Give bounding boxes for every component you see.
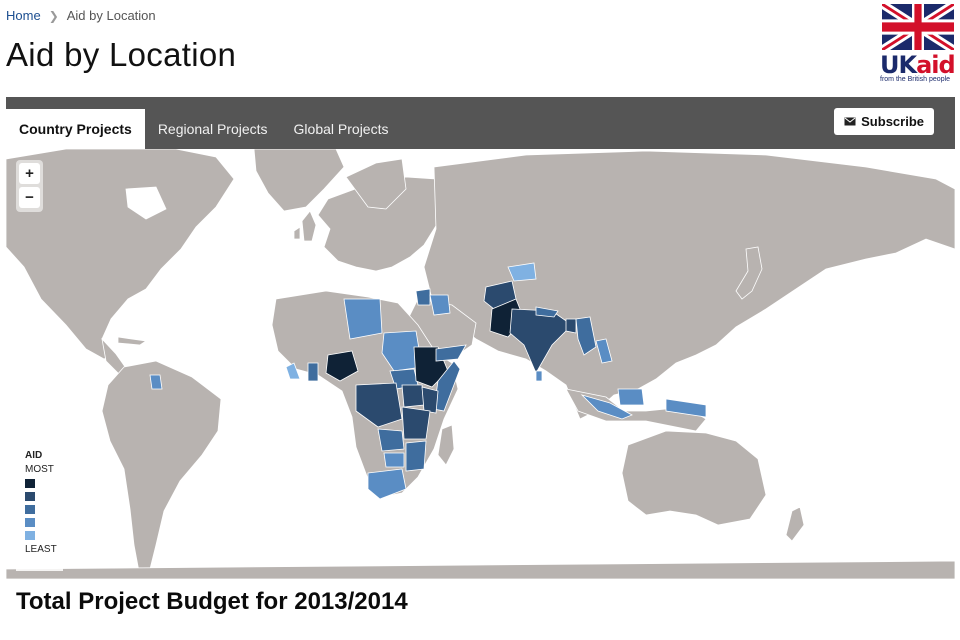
subscribe-button[interactable]: Subscribe	[834, 108, 934, 135]
aid-legend: AID MOST LEAST	[16, 445, 63, 571]
zoom-out-button[interactable]: −	[19, 187, 40, 208]
ukaid-wordmark: UKaid	[880, 53, 956, 77]
aid-world-map[interactable]: + − AID MOST LEAST	[6, 149, 955, 579]
legend-swatch-5	[25, 531, 35, 540]
breadcrumb: Home ❯ Aid by Location	[6, 8, 156, 23]
breadcrumb-home-link[interactable]: Home	[6, 8, 41, 23]
breadcrumb-current: Aid by Location	[66, 8, 156, 23]
land-masses	[6, 149, 955, 579]
union-jack-flag-icon	[882, 4, 954, 50]
ukaid-wordmark-aid: aid	[916, 51, 956, 79]
subscribe-label: Subscribe	[861, 114, 924, 129]
legend-least-label: LEAST	[25, 544, 57, 555]
page-title: Aid by Location	[6, 36, 237, 73]
legend-swatch-4	[25, 518, 35, 527]
legend-swatch-1	[25, 479, 35, 488]
tab-list: Country Projects Regional Projects Globa…	[6, 109, 401, 149]
zoom-control: + −	[16, 160, 43, 212]
legend-swatch-2	[25, 492, 35, 501]
legend-title: AID	[25, 450, 43, 461]
legend-most-label: MOST	[25, 464, 54, 475]
world-map-canvas[interactable]	[6, 149, 955, 579]
envelope-icon	[844, 117, 856, 126]
project-tab-bar: Country Projects Regional Projects Globa…	[6, 97, 955, 149]
budget-title: Total Project Budget for 2013/2014	[16, 588, 408, 615]
tab-country-projects[interactable]: Country Projects	[6, 109, 145, 149]
legend-swatch-3	[25, 505, 35, 514]
aid-recipient-countries[interactable]	[149, 262, 707, 500]
ukaid-logo: UKaid from the British people	[880, 4, 956, 90]
ukaid-tagline: from the British people	[880, 76, 951, 83]
zoom-in-button[interactable]: +	[19, 163, 40, 184]
tab-regional-projects[interactable]: Regional Projects	[157, 121, 268, 137]
tab-global-projects[interactable]: Global Projects	[293, 121, 389, 137]
chevron-right-icon: ❯	[48, 8, 59, 23]
ukaid-wordmark-uk: UK	[880, 51, 917, 79]
